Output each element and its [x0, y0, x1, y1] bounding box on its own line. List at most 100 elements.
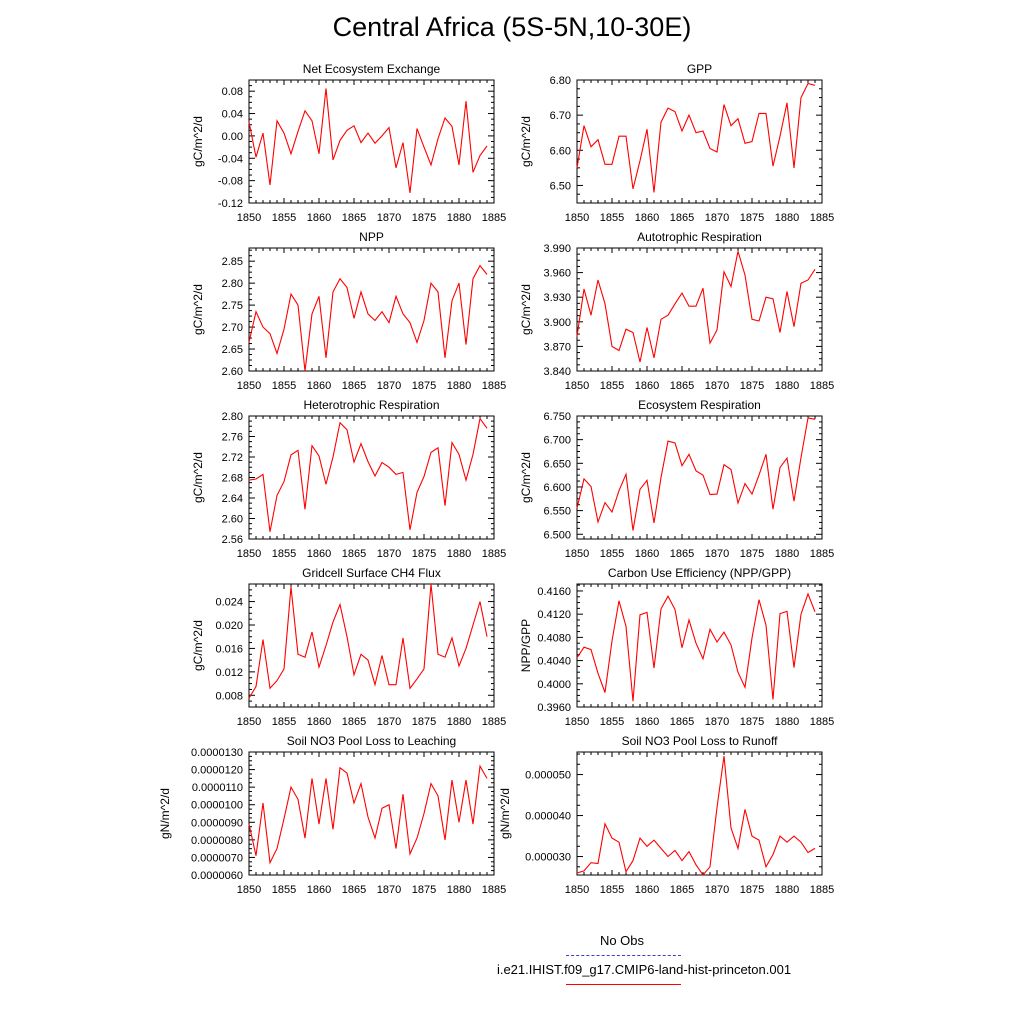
chart9-xtick-label: 1865	[342, 884, 366, 896]
chart8-xtick-label: 1860	[635, 716, 659, 728]
chart3-series-line	[248, 264, 488, 372]
chart2-ylabel: gC/m^2/d	[519, 116, 533, 167]
chart9-xtick-label: 1855	[272, 884, 296, 896]
chart5-xtick-label: 1850	[237, 548, 261, 560]
chart8-ytick-label: 0.4000	[537, 679, 571, 691]
chart10-xtick-label: 1860	[635, 884, 659, 896]
chart3-ytick-label: 2.85	[222, 256, 243, 268]
chart2-series-line	[576, 82, 816, 193]
chart6-ytick-label: 6.500	[543, 529, 571, 541]
chart8-ylabel: NPP/GPP	[519, 619, 533, 672]
chart7-xtick-label: 1880	[447, 716, 471, 728]
chart10-series-line	[576, 756, 816, 876]
chart4-xtick-label: 1860	[635, 380, 659, 392]
chart4-frame	[576, 247, 823, 372]
chart5-ytick-label: 2.68	[222, 473, 243, 485]
chart1-ytick-label: 0.08	[222, 86, 243, 98]
chart8-title: Carbon Use Efficiency (NPP/GPP)	[608, 566, 791, 580]
chart5-ytick-label: 2.56	[222, 534, 243, 546]
chart6-series-line	[576, 417, 816, 531]
chart3-ylabel: gC/m^2/d	[191, 284, 205, 335]
chart1-xtick-label: 1885	[482, 212, 506, 224]
chart8-xtick-label: 1855	[600, 716, 624, 728]
chart9-ytick-label: 0.0000090	[191, 817, 243, 829]
chart1-xtick-label: 1865	[342, 212, 366, 224]
legend-model-label: i.e21.IHIST.f09_g17.CMIP6-land-hist-prin…	[496, 962, 792, 977]
chart1-ytick-label: -0.12	[218, 198, 243, 210]
chart1-ytick-label: -0.08	[218, 176, 243, 188]
chart6-ytick-label: 6.700	[543, 435, 571, 447]
chart4-xtick-label: 1870	[705, 380, 729, 392]
chart9-ytick-label: 0.0000120	[191, 765, 243, 777]
chart3-xtick-label: 1850	[237, 380, 261, 392]
chart6-xtick-label: 1850	[565, 548, 589, 560]
chart2-ytick-label: 6.60	[550, 145, 571, 157]
chart6-xtick-label: 1855	[600, 548, 624, 560]
chart4-xtick-label: 1885	[810, 380, 834, 392]
chart7-series-line	[248, 583, 488, 699]
chart9-xtick-label: 1880	[447, 884, 471, 896]
chart10-ytick-label: 0.000050	[525, 770, 571, 782]
chart6-xtick-label: 1885	[810, 548, 834, 560]
chart1-xtick-label: 1875	[412, 212, 436, 224]
chart4-xtick-label: 1875	[740, 380, 764, 392]
chart7-xtick-label: 1885	[482, 716, 506, 728]
chart3-title: NPP	[359, 230, 384, 244]
chart5-xtick-label: 1875	[412, 548, 436, 560]
chart10-xtick-label: 1855	[600, 884, 624, 896]
chart9-ytick-label: 0.0000100	[191, 800, 243, 812]
chart4-ytick-label: 3.960	[543, 268, 571, 280]
chart4-series-line	[576, 251, 816, 363]
chart2-xtick-label: 1850	[565, 212, 589, 224]
chart1-series-line	[248, 88, 488, 193]
chart9-xtick-label: 1885	[482, 884, 506, 896]
chart6-xtick-label: 1870	[705, 548, 729, 560]
chart8-xtick-label: 1885	[810, 716, 834, 728]
chart4-xtick-label: 1880	[775, 380, 799, 392]
chart1-title: Net Ecosystem Exchange	[303, 62, 441, 76]
chart2-title: GPP	[687, 62, 712, 76]
chart1-ytick-label: 0.00	[222, 131, 243, 143]
chart5-series-line	[248, 417, 488, 532]
chart10-frame	[576, 751, 823, 876]
chart6-ytick-label: 6.600	[543, 482, 571, 494]
chart5-ytick-label: 2.64	[222, 493, 243, 505]
chart7-ytick-label: 0.020	[215, 620, 243, 632]
chart3-xtick-label: 1870	[377, 380, 401, 392]
chart3-xtick-label: 1880	[447, 380, 471, 392]
chart7-xtick-label: 1855	[272, 716, 296, 728]
chart10-ytick-label: 0.000030	[525, 852, 571, 864]
chart1-xtick-label: 1850	[237, 212, 261, 224]
chart9-xtick-label: 1875	[412, 884, 436, 896]
chart5-ytick-label: 2.80	[222, 411, 243, 423]
chart2-frame	[576, 79, 823, 204]
chart5-xtick-label: 1860	[307, 548, 331, 560]
chart5-ylabel: gC/m^2/d	[191, 452, 205, 503]
chart1-frame	[248, 79, 495, 204]
chart8-xtick-label: 1865	[670, 716, 694, 728]
chart4-ytick-label: 3.900	[543, 317, 571, 329]
chart8-ytick-label: 0.3960	[537, 702, 571, 714]
chart1-xtick-label: 1870	[377, 212, 401, 224]
chart4-ytick-label: 3.930	[543, 292, 571, 304]
chart8-xtick-label: 1850	[565, 716, 589, 728]
chart3-xtick-label: 1875	[412, 380, 436, 392]
chart10-title: Soil NO3 Pool Loss to Runoff	[622, 734, 779, 748]
chart6-xtick-label: 1865	[670, 548, 694, 560]
chart8-frame	[576, 583, 823, 708]
chart3-xtick-label: 1865	[342, 380, 366, 392]
chart7-ytick-label: 0.016	[215, 643, 243, 655]
chart10-xtick-label: 1875	[740, 884, 764, 896]
chart8-ytick-label: 0.4160	[537, 586, 571, 598]
chart5-ytick-label: 2.72	[222, 452, 243, 464]
chart8-xtick-label: 1870	[705, 716, 729, 728]
chart1-ylabel: gC/m^2/d	[191, 116, 205, 167]
chart9-ytick-label: 0.0000080	[191, 835, 243, 847]
chart8-series-line	[576, 592, 816, 702]
chart4-xtick-label: 1850	[565, 380, 589, 392]
chart2-xtick-label: 1860	[635, 212, 659, 224]
chart7-title: Gridcell Surface CH4 Flux	[302, 566, 441, 580]
chart10-ytick-label: 0.000040	[525, 811, 571, 823]
chart7-ytick-label: 0.024	[215, 597, 243, 609]
